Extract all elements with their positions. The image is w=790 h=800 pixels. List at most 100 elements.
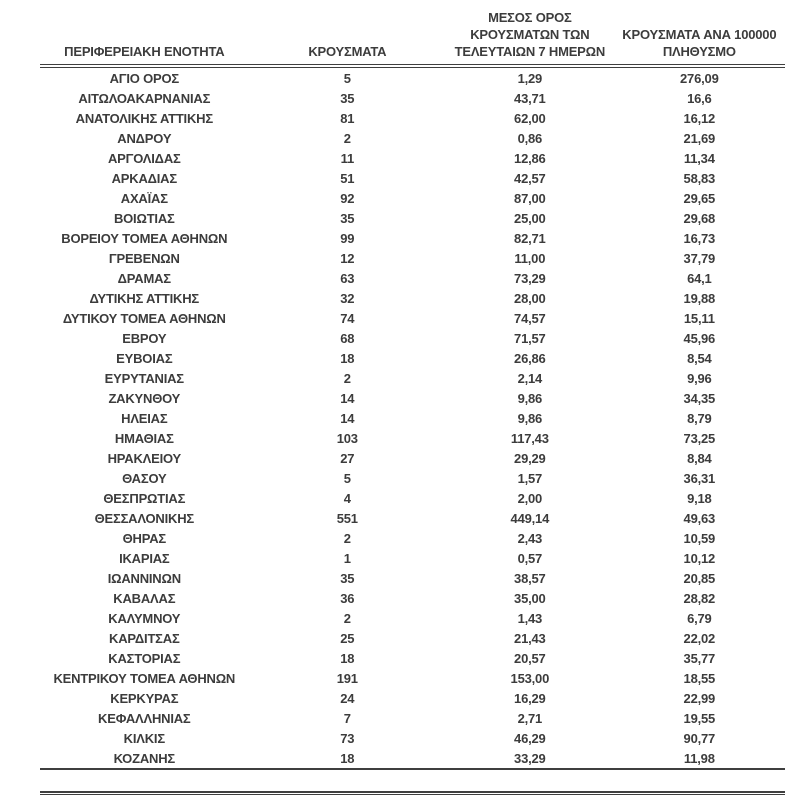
region-cell: ΙΩΑΝΝΙΝΩΝ [107, 570, 181, 586]
cases-cell: 2 [343, 610, 351, 626]
per100k-cell: 16,6 [687, 90, 712, 106]
table-row: ΚΙΛΚΙΣ 73 46,29 90,77 [40, 728, 785, 748]
column-header-per100k: ΚΡΟΥΣΜΑΤΑ ΑΝΑ 100000 ΠΛΗΘΥΣΜΟ [613, 0, 785, 68]
avg7-cell: 82,71 [514, 230, 546, 246]
table-row: ΑΡΓΟΛΙΔΑΣ 11 12,86 11,34 [40, 148, 785, 168]
table-row: ΙΚΑΡΙΑΣ 1 0,57 10,12 [40, 548, 785, 568]
table-row: ΚΑΒΑΛΑΣ 36 35,00 28,82 [40, 588, 785, 608]
region-cell: ΙΚΑΡΙΑΣ [119, 550, 170, 566]
cases-cell: 73 [340, 730, 355, 746]
per100k-cell: 11,34 [683, 150, 715, 166]
cases-cell: 35 [340, 210, 355, 226]
table-row: ΕΒΡΟΥ 68 71,57 45,96 [40, 328, 785, 348]
table-row: ΑΝΑΤΟΛΙΚΗΣ ΑΤΤΙΚΗΣ 81 62,00 16,12 [40, 108, 785, 128]
avg7-cell: 35,00 [514, 590, 546, 606]
avg7-cell: 0,86 [517, 130, 543, 146]
region-cell: ΕΥΒΟΙΑΣ [116, 350, 173, 366]
table-row: ΚΑΡΔΙΤΣΑΣ 25 21,43 22,02 [40, 628, 785, 648]
region-cell: ΔΥΤΙΚΟΥ ΤΟΜΕΑ ΑΘΗΝΩΝ [62, 310, 226, 326]
table-row: ΚΕΝΤΡΙΚΟΥ ΤΟΜΕΑ ΑΘΗΝΩΝ 191 153,00 18,55 [40, 668, 785, 688]
avg7-cell: 0,57 [517, 550, 543, 566]
cases-cell: 35 [340, 570, 355, 586]
avg7-cell: 28,00 [514, 290, 546, 306]
avg7-cell: 74,57 [514, 310, 546, 326]
cases-cell: 92 [340, 190, 355, 206]
per100k-cell: 29,65 [683, 190, 716, 206]
per100k-cell: 9,96 [687, 370, 712, 386]
cases-cell: 51 [340, 170, 355, 186]
region-cell: ΓΡΕΒΕΝΩΝ [108, 250, 180, 266]
avg7-cell: 26,86 [514, 350, 546, 366]
cases-cell: 32 [340, 290, 355, 306]
cases-cell: 18 [248, 748, 447, 770]
table-row: ΚΕΦΑΛΛΗΝΙΑΣ 7 2,71 19,55 [40, 708, 785, 728]
bottom-double-rule [40, 791, 785, 795]
avg7-cell: 21,43 [514, 630, 546, 646]
region-cell: ΖΑΚΥΝΘΟΥ [108, 390, 181, 406]
table-row: ΚΑΛΥΜΝΟΥ 2 1,43 6,79 [40, 608, 785, 628]
avg7-cell: 1,29 [517, 70, 543, 86]
cases-cell: 14 [340, 410, 355, 426]
per100k-cell: 8,79 [687, 410, 712, 426]
per100k-cell: 45,96 [683, 330, 716, 346]
region-cell: ΚΕΡΚΥΡΑΣ [110, 690, 179, 706]
per100k-cell: 34,35 [683, 390, 716, 406]
per100k-cell: 21,69 [683, 130, 716, 146]
regional-cases-table: ΠΕΡΙΦΕΡΕΙΑΚΗ ΕΝΟΤΗΤΑ ΚΡΟΥΣΜΑΤΑ ΜΕΣΟΣ ΟΡΟ… [40, 0, 785, 770]
avg7-cell: 12,86 [514, 150, 546, 166]
region-cell: ΑΡΓΟΛΙΔΑΣ [107, 150, 181, 166]
avg7-cell: 87,00 [514, 190, 546, 206]
column-header-cases: ΚΡΟΥΣΜΑΤΑ [248, 0, 447, 68]
per100k-cell: 8,54 [687, 350, 712, 366]
table-row: ΑΙΤΩΛΟΑΚΑΡΝΑΝΙΑΣ 35 43,71 16,6 [40, 88, 785, 108]
region-cell: ΚΕΝΤΡΙΚΟΥ ΤΟΜΕΑ ΑΘΗΝΩΝ [53, 670, 236, 686]
table-row: ΙΩΑΝΝΙΝΩΝ 35 38,57 20,85 [40, 568, 785, 588]
avg7-cell: 71,57 [514, 330, 546, 346]
cases-cell: 5 [343, 470, 351, 486]
region-cell: ΒΟΙΩΤΙΑΣ [113, 210, 175, 226]
cases-cell: 25 [340, 630, 355, 646]
per100k-cell: 37,79 [683, 250, 716, 266]
table-row: ΗΛΕΙΑΣ 14 9,86 8,79 [40, 408, 785, 428]
avg7-cell: 43,71 [514, 90, 546, 106]
cases-cell: 551 [336, 510, 358, 526]
table-row: ΕΥΡΥΤΑΝΙΑΣ 2 2,14 9,96 [40, 368, 785, 388]
per100k-cell: 22,02 [683, 630, 716, 646]
cases-cell: 68 [340, 330, 355, 346]
table-row: ΓΡΕΒΕΝΩΝ 12 11,00 37,79 [40, 248, 785, 268]
per100k-cell: 90,77 [683, 730, 716, 746]
per100k-cell: 73,25 [683, 430, 716, 446]
table-row: ΘΗΡΑΣ 2 2,43 10,59 [40, 528, 785, 548]
region-cell: ΚΙΛΚΙΣ [123, 730, 165, 746]
per100k-cell: 64,1 [687, 270, 712, 286]
avg7-cell: 2,00 [517, 490, 543, 506]
avg7-cell: 153,00 [510, 670, 550, 686]
region-cell: ΘΕΣΠΡΩΤΙΑΣ [103, 490, 186, 506]
table-row: ΑΝΔΡΟΥ 2 0,86 21,69 [40, 128, 785, 148]
cases-cell: 74 [340, 310, 355, 326]
avg7-cell: 1,57 [517, 470, 543, 486]
table-row: ΘΕΣΣΑΛΟΝΙΚΗΣ 551 449,14 49,63 [40, 508, 785, 528]
cases-cell: 12 [340, 250, 355, 266]
per100k-cell: 29,68 [683, 210, 716, 226]
avg7-cell: 38,57 [514, 570, 546, 586]
table-row: ΑΓΙΟ ΟΡΟΣ 5 1,29 276,09 [40, 66, 785, 88]
per100k-cell: 28,82 [683, 590, 716, 606]
avg7-cell: 20,57 [514, 650, 546, 666]
avg7-cell: 11,00 [514, 250, 546, 266]
table-row: ΑΡΚΑΔΙΑΣ 51 42,57 58,83 [40, 168, 785, 188]
per100k-cell: 49,63 [683, 510, 716, 526]
per100k-cell: 8,84 [687, 450, 712, 466]
per100k-cell: 15,11 [683, 310, 715, 326]
region-cell: ΘΕΣΣΑΛΟΝΙΚΗΣ [94, 510, 195, 526]
cases-cell: 99 [340, 230, 355, 246]
cases-cell: 191 [336, 670, 358, 686]
region-cell: ΚΑΛΥΜΝΟΥ [108, 610, 181, 626]
region-cell: ΑΙΤΩΛΟΑΚΑΡΝΑΝΙΑΣ [78, 90, 211, 106]
cases-cell: 18 [340, 350, 355, 366]
avg7-cell: 42,57 [514, 170, 546, 186]
per100k-cell: 19,88 [683, 290, 716, 306]
table-row: ΕΥΒΟΙΑΣ 18 26,86 8,54 [40, 348, 785, 368]
region-cell: ΕΒΡΟΥ [122, 330, 167, 346]
